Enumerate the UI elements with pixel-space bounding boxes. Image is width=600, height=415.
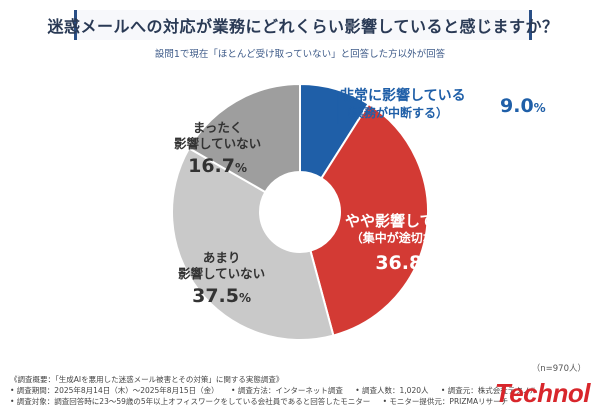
slice-not-much [171, 146, 335, 341]
survey-method: • 調査方法：インターネット調査 [231, 385, 343, 395]
survey-org: • 調査元：株式会社テクノル [440, 385, 538, 395]
label-not-at-all-line1: まったく [192, 120, 243, 135]
label-not-much-line2: 影響していない [178, 265, 266, 281]
label-somewhat-line1: やや影響している [345, 212, 465, 230]
survey-period: • 調査期間：2025年8月14日（木）〜2025年8月15日（金） [10, 385, 219, 395]
survey-notes: 《調査概要：「生成AIを悪用した迷惑メール被害とその対策」に関する実態調査》 •… [10, 375, 547, 408]
sample-size-note: （n=970人） [531, 364, 586, 374]
unit-not-at-all: % [235, 161, 248, 176]
value-not-at-all: 16.7 [188, 155, 235, 178]
chart-subtitle: 設問1で現在「ほとんど受け取っていない」と回答した方以外が回答 [154, 49, 446, 60]
label-not-much: あまり 影響していない 37.5% [178, 250, 265, 309]
label-very: 非常に影響している （業務が中断する） [340, 88, 466, 121]
slice-somewhat [309, 102, 429, 337]
unit-not-much: % [239, 291, 252, 306]
label-somewhat: やや影響している （集中が途切れる） 36.8% [345, 212, 465, 276]
leader-line-very [337, 91, 342, 124]
survey-target: • 調査対象：調査回答時に23〜59歳の5年以上オフィスワークをしている会社員で… [10, 396, 371, 406]
value-somewhat: 36.8 [375, 251, 423, 274]
chart-title: 迷惑メールへの対応が業務にどれくらい影響していると感じますか？ [47, 17, 559, 36]
survey-provider: • モニター提供元：PRIZMAリサーチ [382, 396, 509, 406]
unit-somewhat: % [422, 257, 435, 272]
label-not-much-line1: あまり [202, 250, 241, 265]
label-not-at-all: まったく 影響していない 16.7% [174, 120, 261, 179]
label-somewhat-line2: （集中が途切れる） [350, 230, 459, 245]
value-very: 9.0 [500, 95, 534, 117]
label-very-line1: 非常に影響している [340, 88, 466, 104]
label-very-value: 9.0% [500, 95, 546, 119]
title-box: 迷惑メールへの対応が業務にどれくらい影響していると感じますか？ [47, 10, 558, 40]
value-not-much: 37.5 [192, 285, 239, 308]
slice-not-at-all [187, 82, 301, 194]
technol-logo: Technol [494, 378, 591, 408]
survey-people: • 調査人数：1,020人 [355, 385, 429, 395]
label-not-at-all-line2: 影響していない [174, 135, 262, 151]
survey-overview: 《調査概要：「生成AIを悪用した迷惑メール被害とその対策」に関する実態調査》 [10, 375, 284, 384]
label-very-line2: （業務が中断する） [340, 105, 449, 120]
unit-very: % [533, 101, 546, 115]
